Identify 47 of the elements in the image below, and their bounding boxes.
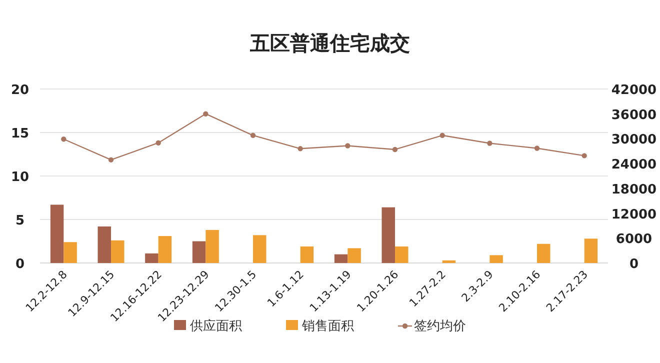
bar	[145, 253, 158, 263]
point	[440, 132, 445, 138]
y2-tick-label: 18000	[611, 182, 657, 198]
y-tick-label: 0	[15, 257, 25, 272]
bar	[348, 248, 361, 263]
point	[392, 146, 398, 152]
y2-tick-label: 0	[629, 257, 639, 272]
legend-label: 供应面积	[190, 318, 242, 334]
point	[298, 146, 303, 152]
bar	[206, 230, 219, 263]
y-tick-label: 5	[15, 214, 25, 228]
point	[487, 140, 492, 146]
point	[156, 140, 161, 146]
y-tick-label: 20	[10, 83, 30, 98]
bar	[490, 255, 503, 263]
bar	[584, 238, 598, 263]
bar	[334, 254, 348, 263]
point	[345, 143, 350, 148]
bar	[64, 242, 77, 263]
legend-label: 签约均价	[414, 319, 466, 334]
y2-tick-label: 30000	[611, 132, 657, 148]
bar	[253, 235, 266, 263]
y2-tick-label: 36000	[611, 108, 657, 123]
bar	[382, 207, 395, 263]
bar	[158, 236, 172, 263]
legend-label: 销售面积	[301, 319, 354, 334]
y2-tick-label: 12000	[611, 207, 657, 222]
y2-tick-label: 6000	[616, 232, 652, 248]
bar	[50, 204, 64, 263]
bar	[537, 244, 550, 263]
bar	[395, 246, 408, 263]
bar	[442, 260, 456, 263]
y-tick-label: 15	[10, 126, 30, 142]
point	[250, 132, 256, 138]
bar	[192, 241, 206, 263]
point	[534, 146, 540, 151]
point	[108, 157, 114, 162]
y2-tick-label: 42000	[611, 83, 657, 98]
y-tick-label: 10	[10, 170, 30, 185]
point	[61, 136, 66, 142]
point	[582, 153, 587, 158]
bar	[300, 246, 314, 263]
y2-tick-label: 24000	[611, 158, 657, 173]
bar	[98, 226, 111, 263]
bar	[111, 240, 124, 263]
point	[203, 111, 208, 116]
chart-title: 五区普通住宅成交	[249, 31, 410, 55]
